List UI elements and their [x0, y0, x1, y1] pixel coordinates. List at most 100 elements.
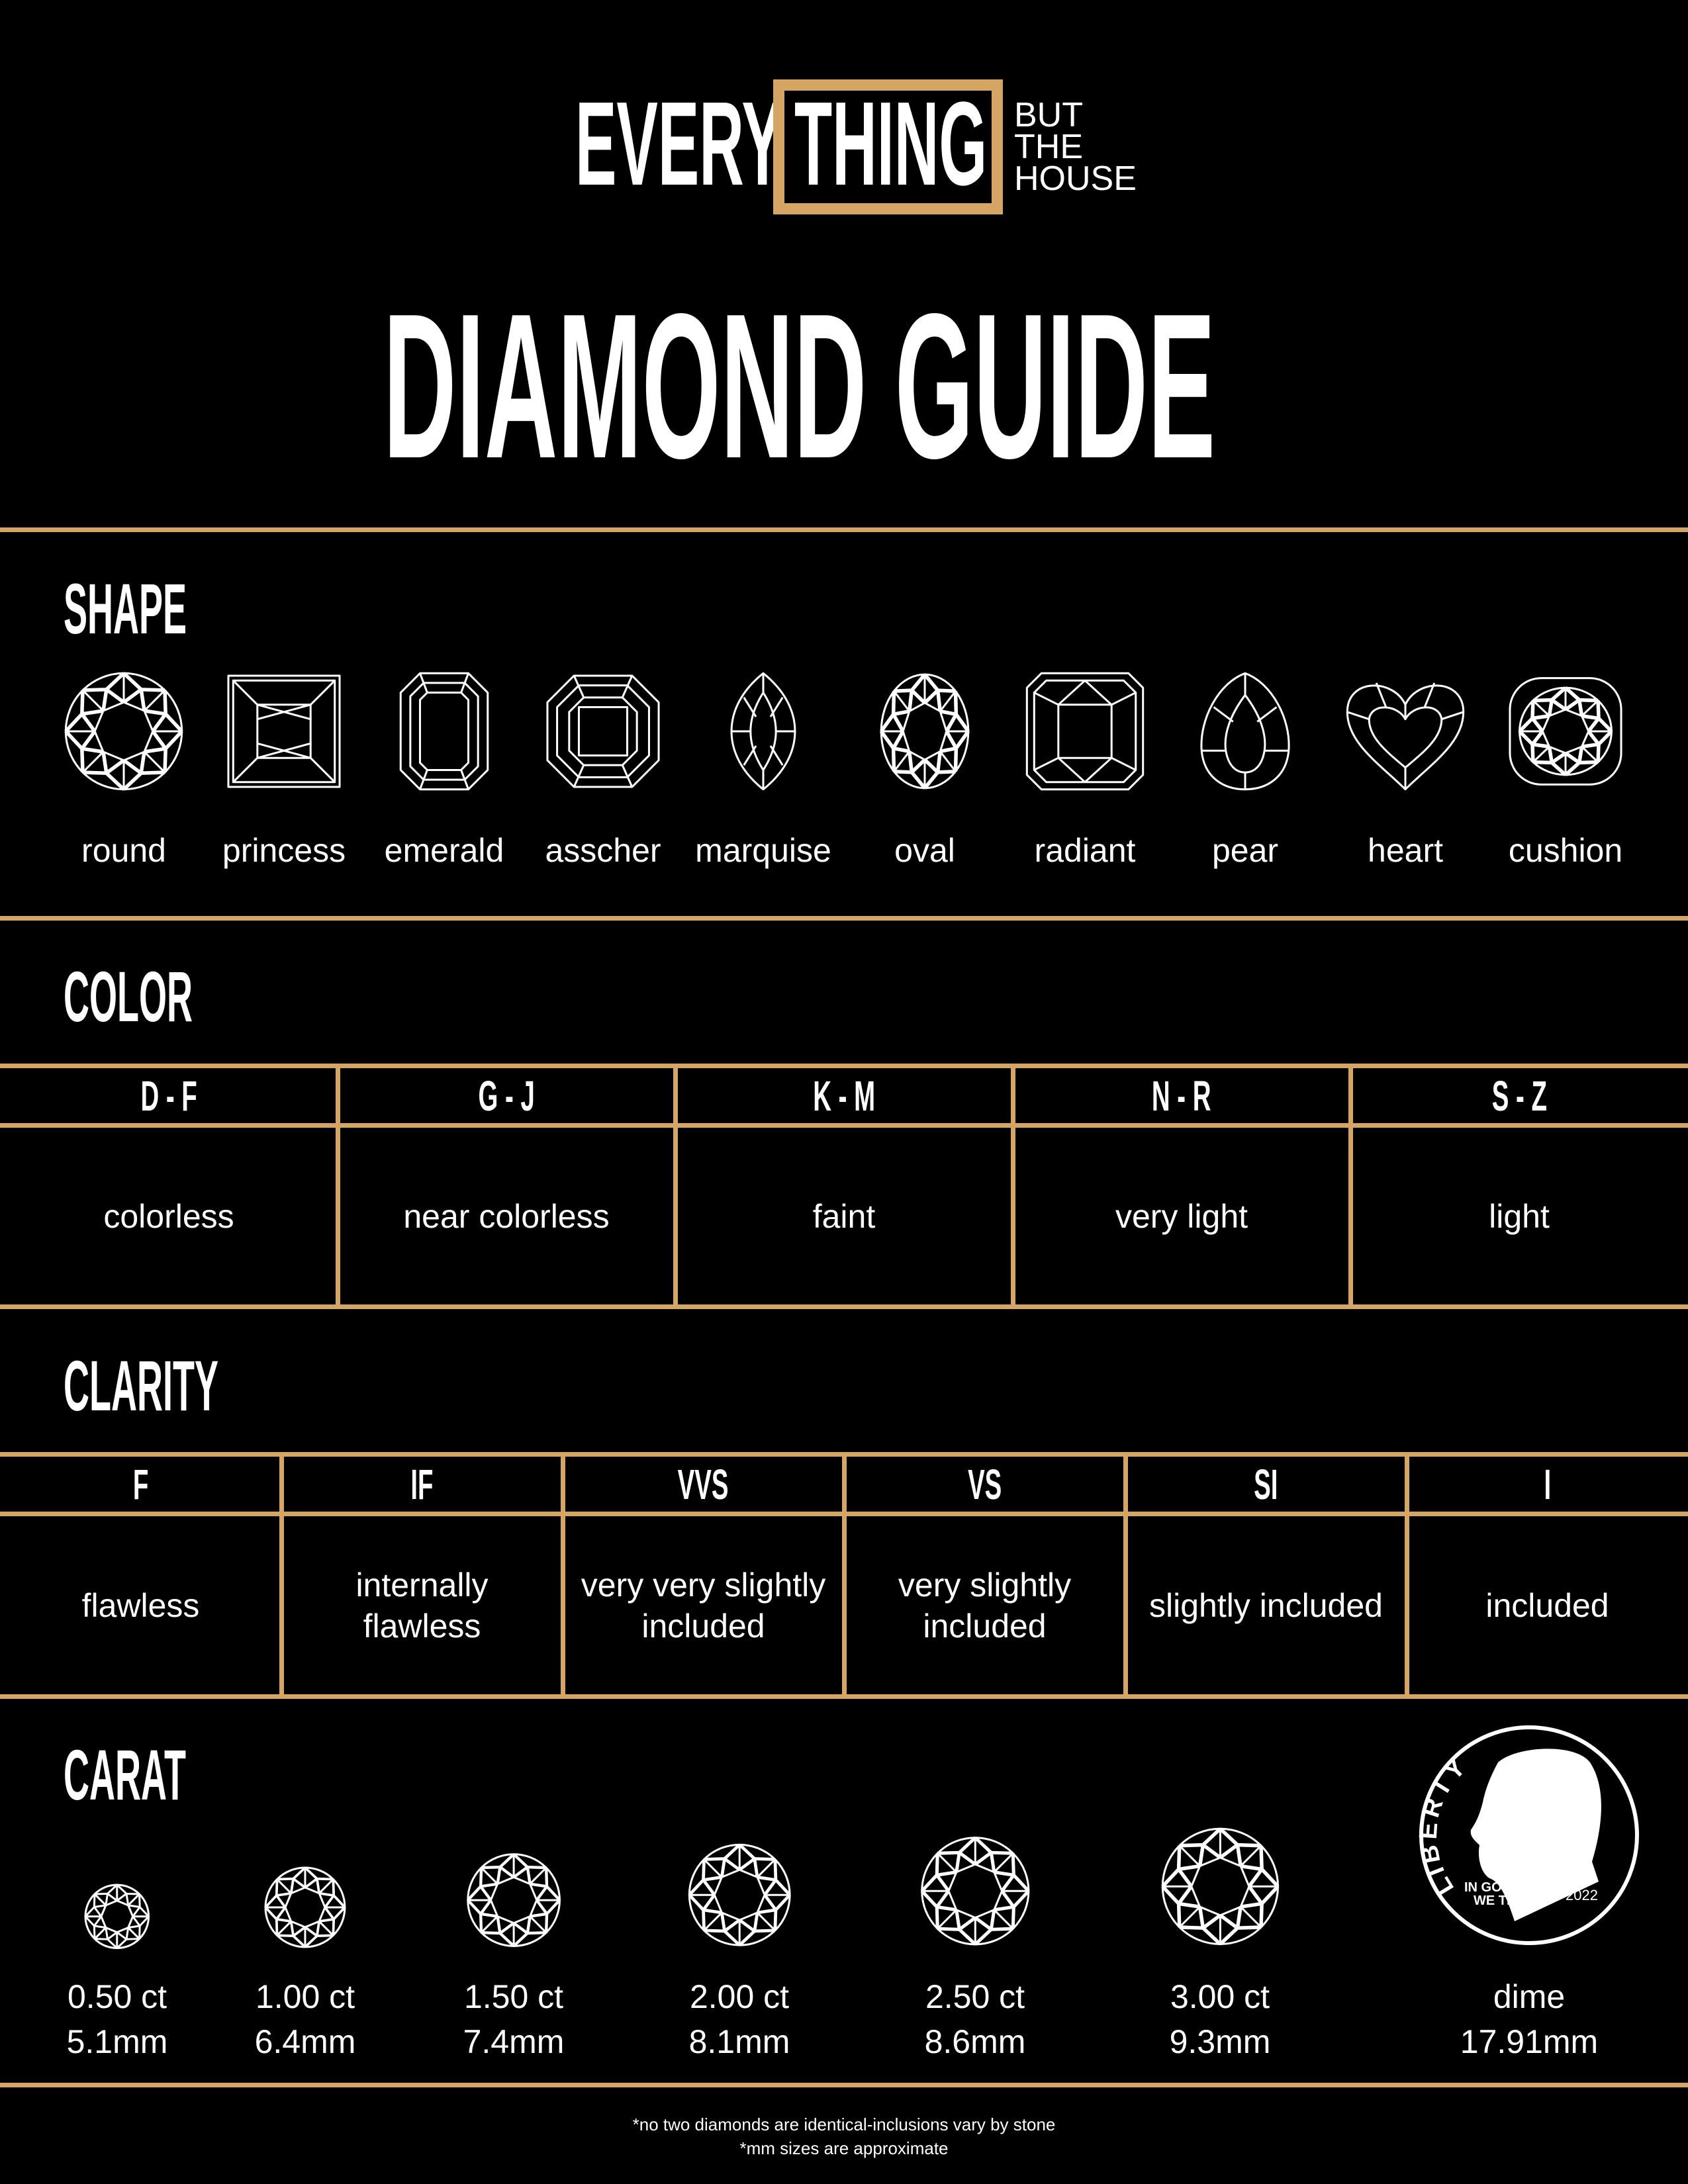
carat-label: 1.00 ct 6.4mm: [255, 1976, 356, 2062]
description-text: near colorless: [403, 1197, 610, 1235]
description-line: flawless: [81, 1586, 200, 1624]
grade-description: very slightly included: [844, 1516, 1125, 1694]
grade-header: F: [0, 1457, 281, 1512]
footnote: *mm sizes are approximate: [739, 2138, 949, 2158]
carat-weight: 0.50 ct: [67, 1978, 167, 2015]
table-border: [0, 1064, 1688, 1068]
grade-label: S - Z: [1491, 1071, 1547, 1120]
carat-size: 5.1mm: [66, 2023, 168, 2060]
table-border: [1123, 1452, 1128, 1694]
carat-weight: 2.50 ct: [925, 1978, 1025, 2015]
svg-text:WE TRUST: WE TRUST: [1474, 1893, 1542, 1908]
grade-description: very very slightly included: [563, 1516, 844, 1694]
dime-liberty-text: LIBERTY: [1417, 1751, 1474, 1900]
logo-tagline: BUT THE HOUSE: [1014, 96, 1137, 196]
carat-weight: 1.50 ct: [463, 1978, 564, 2015]
princess-diamond-icon: [221, 668, 347, 794]
svg-text:2022: 2022: [1566, 1887, 1598, 1903]
carat-diamond-icon: [1158, 1824, 1283, 1949]
grade-description: near colorless: [338, 1128, 675, 1304]
section-heading-clarity: CLARITY: [64, 1345, 218, 1426]
carat-weight: 1.00 ct: [255, 1978, 355, 2015]
grade-label: N - R: [1152, 1071, 1211, 1120]
description-line: included: [923, 1607, 1047, 1645]
grade-header: G - J: [338, 1068, 675, 1123]
oval-diamond-icon: [862, 668, 988, 794]
footnote: *no two diamonds are identical-inclusion…: [632, 2115, 1056, 2134]
carat-weight: 3.00 ct: [1170, 1978, 1270, 2015]
grade-label: SI: [1254, 1460, 1278, 1508]
description-text: very light: [1115, 1197, 1248, 1235]
svg-text:IN GOD: IN GOD: [1464, 1880, 1511, 1895]
divider: [0, 1694, 1688, 1699]
carat-size: 8.6mm: [924, 2023, 1026, 2060]
carat-label: 2.50 ct 8.6mm: [925, 1976, 1026, 2062]
carat-label: 2.00 ct 8.1mm: [689, 1976, 790, 2062]
table-border: [842, 1452, 847, 1694]
section-heading-carat: CARAT: [64, 1735, 186, 1815]
grade-header: VS: [844, 1457, 1125, 1512]
description-line: slightly included: [1149, 1586, 1383, 1624]
table-border: [561, 1452, 565, 1694]
table-border: [336, 1064, 340, 1304]
grade-label: K - M: [813, 1071, 875, 1120]
shape-label: princess: [222, 832, 346, 869]
shape-label: emerald: [384, 832, 504, 869]
description-line: very slightly: [898, 1566, 1072, 1604]
logo-tag-line: BUT: [1014, 96, 1083, 134]
table-border: [1348, 1064, 1353, 1304]
grade-description: slightly included: [1125, 1516, 1407, 1694]
grade-header: I: [1407, 1457, 1688, 1512]
description-line: included: [1485, 1586, 1609, 1624]
description-text: colorless: [103, 1197, 234, 1235]
divider: [0, 2083, 1688, 2087]
grade-label: VVS: [678, 1460, 729, 1508]
carat-diamond-icon: [262, 1864, 348, 1950]
carat-diamond-icon: [464, 1850, 563, 1950]
dime-label: dime 17.91mm: [1460, 1976, 1598, 2062]
carat-diamond-icon: [83, 1882, 152, 1951]
shape-label: radiant: [1034, 832, 1136, 869]
dime-name: dime: [1493, 1978, 1566, 2015]
logo-box: [773, 79, 1003, 214]
grade-label: IF: [410, 1460, 434, 1508]
shape-label: cushion: [1508, 832, 1623, 869]
shape-label: pear: [1211, 832, 1279, 869]
grade-description: light: [1350, 1128, 1688, 1304]
section-heading-shape: SHAPE: [64, 569, 187, 649]
description-line: flawless: [363, 1607, 481, 1645]
shape-label: round: [81, 832, 166, 869]
grade-label: VS: [967, 1460, 1002, 1508]
grade-description: flawless: [0, 1516, 281, 1694]
grade-header: S - Z: [1350, 1068, 1688, 1123]
grade-header: SI: [1125, 1457, 1407, 1512]
shape-label: oval: [894, 832, 955, 869]
emerald-diamond-icon: [381, 668, 507, 794]
divider: [0, 1304, 1688, 1309]
radiant-diamond-icon: [1022, 668, 1148, 794]
divider: [0, 916, 1688, 921]
grade-header: VVS: [563, 1457, 844, 1512]
carat-size: 9.3mm: [1169, 2023, 1271, 2060]
dime-profile: [1470, 1749, 1601, 1921]
carat-label: 1.50 ct 7.4mm: [463, 1976, 565, 2062]
table-border: [0, 1123, 1688, 1128]
grade-description: very light: [1013, 1128, 1350, 1304]
logo-word-thing: THING: [794, 77, 988, 210]
footnotes: *no two diamonds are identical-inclusion…: [633, 2113, 1056, 2160]
logo-tag-line: THE: [1014, 128, 1083, 166]
description-text: light: [1489, 1197, 1550, 1235]
pear-diamond-icon: [1182, 668, 1308, 794]
page-title: DIAMOND GUIDE: [383, 271, 1216, 502]
carat-label: 0.50 ct 5.1mm: [67, 1976, 168, 2062]
dime-icon: LIBERTY IN GOD WE TRUST 2022: [1417, 1723, 1642, 1948]
grade-description: colorless: [0, 1128, 338, 1304]
carat-size: 8.1mm: [688, 2023, 790, 2060]
section-heading-color: COLOR: [64, 956, 193, 1036]
description-line: very very slightly: [581, 1566, 826, 1604]
grade-header: IF: [281, 1457, 563, 1512]
description-line: included: [641, 1607, 765, 1645]
grade-header: K - M: [675, 1068, 1013, 1123]
carat-diamond-icon: [685, 1841, 794, 1949]
grade-description: included: [1407, 1516, 1688, 1694]
